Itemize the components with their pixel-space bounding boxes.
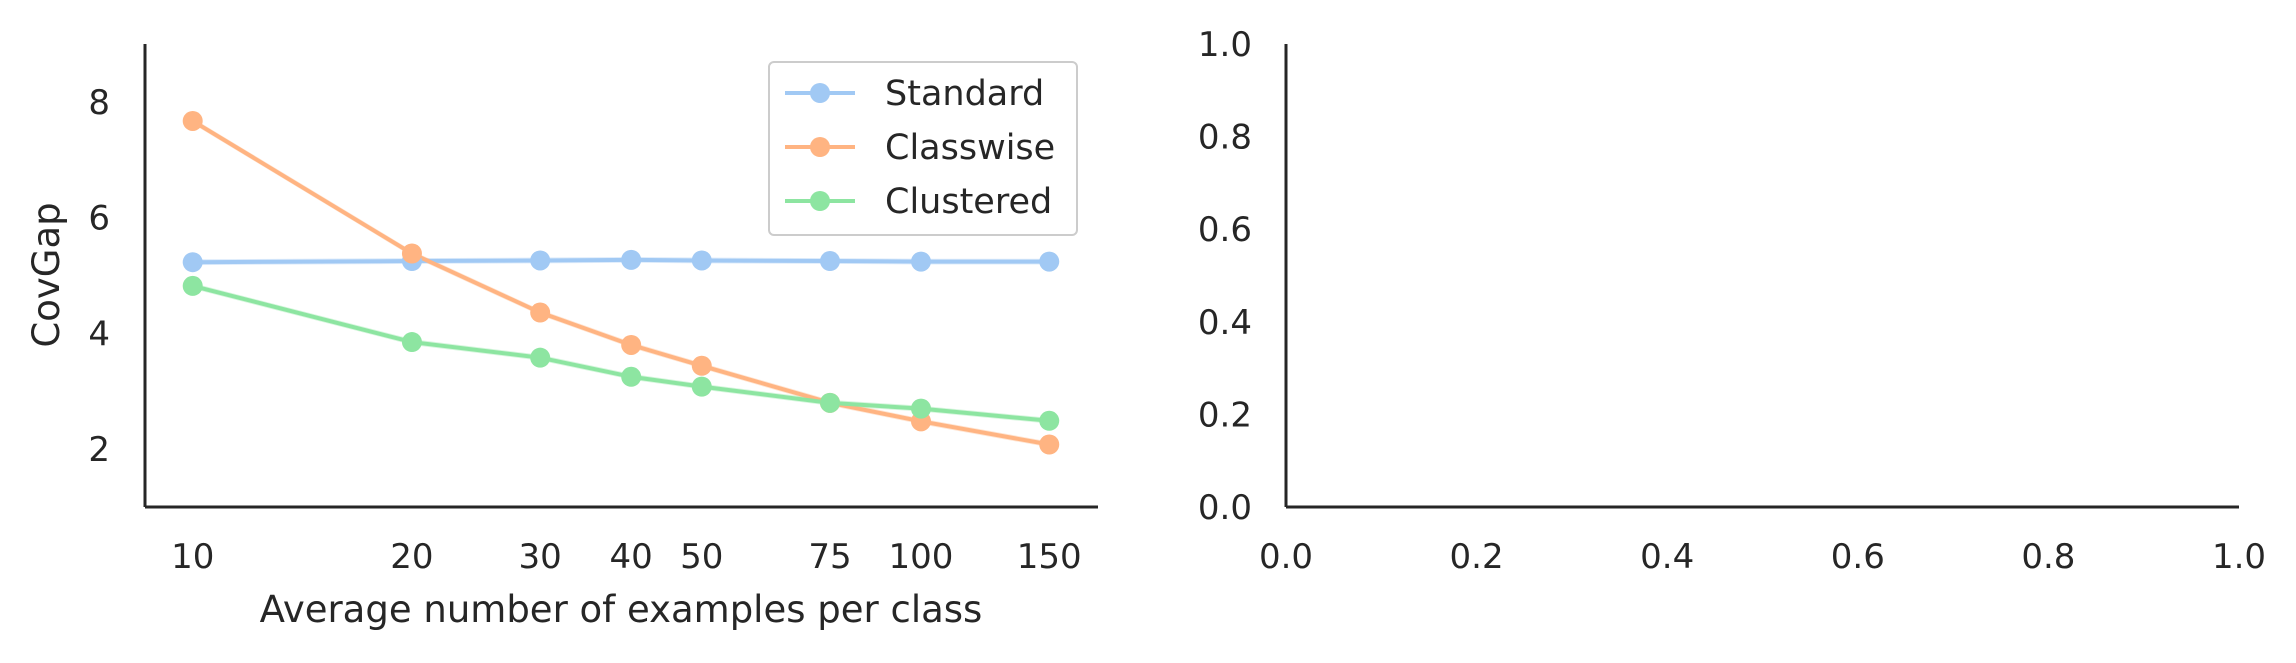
empty-axes: 0.0 0.2 0.4 0.6 0.8 1.0 0.0 0.2 0.4 0.6 0.8 1.0	[1198, 25, 2266, 577]
data-point	[691, 250, 712, 271]
data-point	[401, 243, 422, 264]
data-point	[182, 110, 203, 131]
legend-marker	[810, 137, 830, 157]
y-tick-label: 0.2	[1198, 395, 1252, 435]
series-lines	[191, 119, 1050, 447]
legend-marker	[810, 83, 830, 103]
data-point	[182, 275, 203, 296]
y-tick-label: 6	[88, 199, 110, 239]
data-point	[530, 302, 551, 323]
x-tick-label: 20	[390, 537, 433, 577]
data-point	[1039, 251, 1060, 272]
x-tick-label: 40	[610, 537, 653, 577]
x-tick-labels: 0.0 0.2 0.4 0.6 0.8 1.0	[1259, 537, 2266, 577]
y-tick-label: 2	[88, 430, 110, 470]
data-point	[530, 347, 551, 368]
legend-marker	[810, 191, 830, 211]
data-point	[691, 355, 712, 376]
data-point	[1039, 410, 1060, 431]
legend-label: Classwise	[885, 128, 1055, 168]
x-axis-label: Average number of examples per class	[260, 588, 983, 631]
data-point	[530, 250, 551, 271]
series-points	[182, 110, 1060, 455]
y-tick-labels: 0.0 0.2 0.4 0.6 0.8 1.0	[1198, 25, 1252, 528]
series-line	[191, 119, 1050, 447]
legend-frame	[768, 61, 1078, 236]
x-tick-label: 0.6	[1831, 537, 1885, 577]
y-tick-label: 1.0	[1198, 25, 1252, 65]
y-tick-label: 0.4	[1198, 303, 1252, 343]
x-tick-label: 0.4	[1640, 537, 1694, 577]
x-tick-label: 0.2	[1450, 537, 1504, 577]
y-tick-label: 4	[88, 314, 110, 354]
y-tick-labels: 2 4 6 8	[88, 83, 110, 470]
x-tick-label: 0.8	[2021, 537, 2075, 577]
y-tick-label: 0.0	[1198, 488, 1252, 528]
data-point	[621, 249, 642, 270]
data-point	[182, 252, 203, 273]
x-tick-labels: 10 20 30 40 50 75 100 150	[171, 537, 1082, 577]
legend-label: Clustered	[885, 182, 1052, 222]
y-tick-label: 8	[88, 83, 110, 123]
legend-label: Standard	[885, 74, 1044, 114]
data-point	[820, 392, 841, 413]
data-point	[910, 251, 931, 272]
x-tick-label: 10	[171, 537, 214, 577]
covgap-chart: 10 20 30 40 50 75 100 150 2 4 6 8 Average number o…	[25, 44, 1098, 631]
y-axis-label: CovGap	[25, 202, 68, 347]
x-tick-label: 30	[519, 537, 562, 577]
x-tick-label: 75	[808, 537, 851, 577]
data-point	[621, 366, 642, 387]
x-tick-label: 100	[889, 537, 954, 577]
y-tick-label: 0.8	[1198, 118, 1252, 158]
series-line	[192, 283, 1050, 423]
x-tick-label: 1.0	[2212, 537, 2266, 577]
data-point	[691, 376, 712, 397]
x-tick-label: 50	[680, 537, 723, 577]
series-line	[192, 257, 1050, 265]
data-point	[910, 398, 931, 419]
x-tick-label: 150	[1017, 537, 1082, 577]
data-point	[1039, 434, 1060, 455]
legend: Standard Classwise Clustered	[768, 61, 1078, 236]
data-point	[621, 334, 642, 355]
data-point	[820, 251, 841, 272]
y-tick-label: 0.6	[1198, 210, 1252, 250]
x-tick-label: 0.0	[1259, 537, 1313, 577]
data-point	[401, 332, 422, 353]
